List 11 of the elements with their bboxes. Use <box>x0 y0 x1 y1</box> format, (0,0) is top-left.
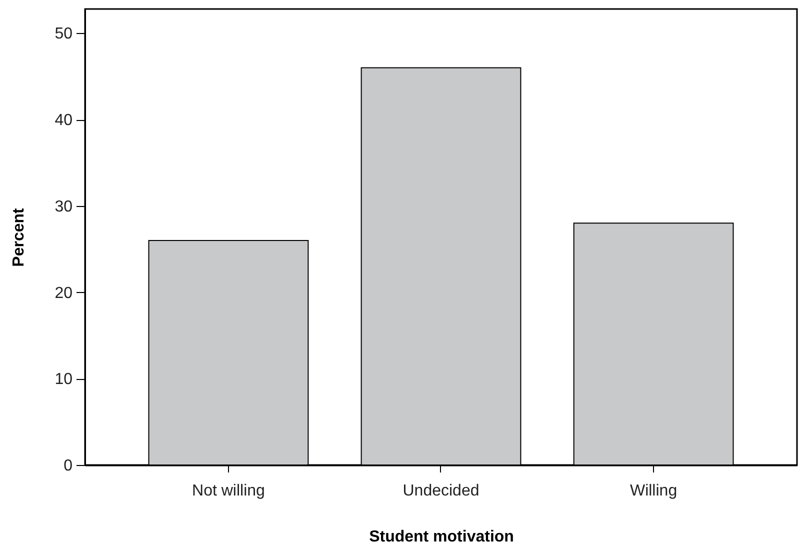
y-tick-label: 50 <box>54 26 73 43</box>
y-axis-title: Percent <box>10 207 28 267</box>
x-tick-label: Willing <box>630 482 678 500</box>
y-tick-label: 40 <box>54 112 73 130</box>
y-tick-label: 0 <box>64 458 73 474</box>
x-axis-title: Student motivation <box>369 528 514 546</box>
y-tick-label: 30 <box>54 198 73 216</box>
y-tick-label: 10 <box>54 371 73 388</box>
x-tick-label: Not willing <box>192 482 265 500</box>
x-tick-label: Undecided <box>402 482 480 500</box>
y-tick-label: 20 <box>54 284 73 302</box>
